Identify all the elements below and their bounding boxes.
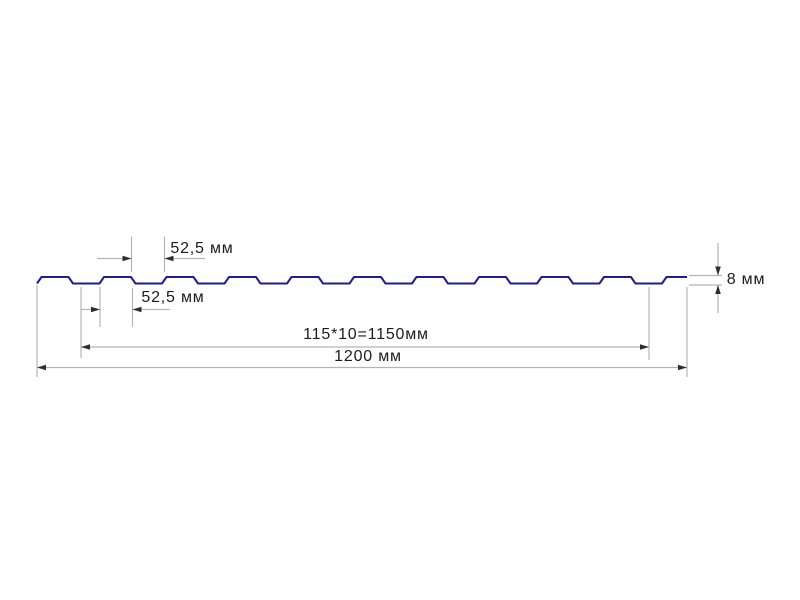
profile-outline-group bbox=[36, 276, 687, 285]
arrow-top52-right bbox=[164, 255, 174, 262]
arrow-low52-left bbox=[91, 306, 100, 313]
arrow-height-up bbox=[715, 285, 721, 294]
profile-outline bbox=[36, 276, 687, 285]
arrow-1200-right bbox=[678, 364, 687, 371]
arrow-low52-right bbox=[132, 306, 142, 313]
label-top-flange-width: 52,5 мм bbox=[170, 240, 233, 257]
label-bottom-flange-width: 52,5 мм bbox=[141, 289, 204, 306]
arrow-1200-left bbox=[37, 364, 46, 371]
dimension-lines-group bbox=[36, 236, 722, 377]
arrow-1150-right bbox=[640, 344, 649, 350]
arrow-top52-left bbox=[122, 255, 132, 262]
label-working-width: 115*10=1150мм bbox=[303, 326, 429, 343]
dimension-arrows-group bbox=[37, 255, 721, 371]
arrow-1150-left bbox=[81, 344, 90, 350]
dimension-labels-group: 52,5 мм 52,5 мм 8 мм 115*10=1150мм 1200 … bbox=[141, 240, 766, 365]
label-overall-width: 1200 мм bbox=[334, 348, 402, 365]
arrow-height-down bbox=[715, 266, 721, 276]
label-profile-height: 8 мм bbox=[727, 271, 766, 288]
